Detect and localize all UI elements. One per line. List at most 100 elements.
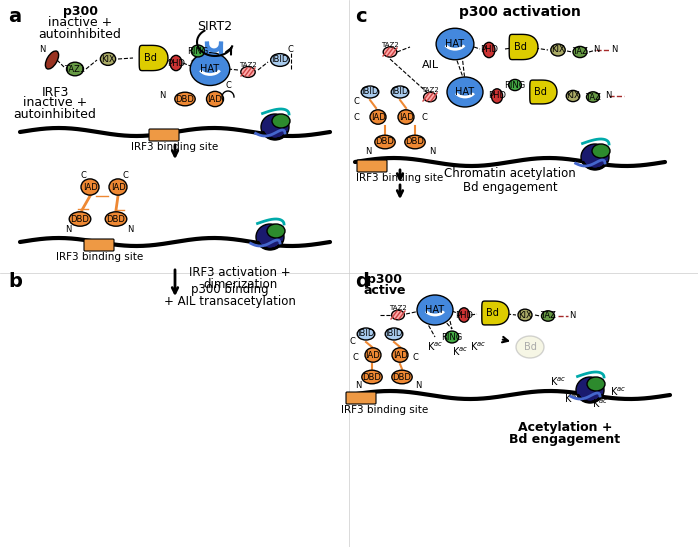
- Text: dimerization: dimerization: [203, 277, 277, 290]
- Text: RING: RING: [187, 46, 209, 55]
- Polygon shape: [482, 301, 509, 325]
- Text: N: N: [159, 90, 165, 100]
- Text: C: C: [349, 337, 355, 346]
- Text: Bd: Bd: [524, 342, 537, 352]
- Text: autoinhibited: autoinhibited: [38, 27, 121, 40]
- Ellipse shape: [392, 348, 408, 362]
- Text: + AIL transacetylation: + AIL transacetylation: [164, 294, 296, 307]
- Text: inactive +: inactive +: [23, 96, 87, 109]
- Ellipse shape: [357, 328, 375, 340]
- Text: p300 activation: p300 activation: [459, 5, 581, 19]
- Ellipse shape: [81, 179, 99, 195]
- Text: IRF3 activation +: IRF3 activation +: [189, 265, 291, 278]
- Ellipse shape: [375, 135, 395, 149]
- Polygon shape: [139, 45, 168, 71]
- Text: C: C: [352, 352, 358, 362]
- Text: inactive +: inactive +: [48, 16, 112, 30]
- Ellipse shape: [69, 212, 91, 226]
- Ellipse shape: [424, 92, 436, 102]
- Text: Bd: Bd: [486, 308, 498, 318]
- Ellipse shape: [370, 110, 386, 124]
- Text: K$^{ac}$: K$^{ac}$: [592, 398, 608, 410]
- Text: DBD: DBD: [406, 137, 424, 147]
- Ellipse shape: [207, 91, 223, 107]
- Text: K$^{ac}$: K$^{ac}$: [550, 376, 566, 388]
- Ellipse shape: [256, 224, 284, 250]
- Text: N: N: [593, 44, 599, 54]
- Text: C: C: [122, 171, 128, 179]
- Ellipse shape: [361, 86, 379, 98]
- Ellipse shape: [383, 47, 396, 57]
- Text: N: N: [39, 44, 45, 54]
- Text: TAZ2: TAZ2: [421, 87, 439, 93]
- Text: PHD: PHD: [167, 59, 185, 67]
- Text: IBID: IBID: [392, 88, 409, 96]
- Text: HAT: HAT: [445, 39, 465, 49]
- Text: N: N: [429, 147, 435, 155]
- Text: DBD: DBD: [376, 137, 394, 147]
- Text: IBID: IBID: [272, 55, 289, 65]
- Ellipse shape: [101, 53, 116, 66]
- Ellipse shape: [491, 89, 503, 103]
- Ellipse shape: [542, 311, 554, 321]
- FancyBboxPatch shape: [149, 129, 179, 141]
- FancyBboxPatch shape: [357, 160, 387, 172]
- Ellipse shape: [66, 62, 84, 76]
- Text: HAT: HAT: [426, 305, 445, 315]
- Ellipse shape: [592, 144, 610, 158]
- Text: TAZ2: TAZ2: [381, 42, 399, 48]
- Ellipse shape: [518, 309, 532, 321]
- Text: IBID: IBID: [362, 88, 379, 96]
- Ellipse shape: [581, 144, 609, 170]
- Text: RING: RING: [505, 80, 526, 90]
- Ellipse shape: [509, 79, 521, 91]
- Ellipse shape: [272, 114, 290, 128]
- Text: IRF3 binding site: IRF3 binding site: [131, 142, 218, 152]
- Text: IAD: IAD: [207, 95, 223, 103]
- Text: C: C: [412, 352, 418, 362]
- Text: IRF3 binding site: IRF3 binding site: [341, 405, 429, 415]
- Text: N: N: [569, 311, 575, 321]
- Text: PHD: PHD: [455, 311, 473, 319]
- Text: active: active: [364, 283, 406, 296]
- Ellipse shape: [261, 114, 289, 140]
- Ellipse shape: [174, 92, 195, 106]
- Text: p300: p300: [63, 5, 98, 19]
- Ellipse shape: [566, 90, 580, 102]
- Text: Bd: Bd: [144, 53, 156, 63]
- Text: DBD: DBD: [70, 214, 89, 224]
- Text: IAD: IAD: [366, 351, 380, 359]
- Ellipse shape: [391, 86, 409, 98]
- Ellipse shape: [436, 28, 474, 60]
- Ellipse shape: [573, 46, 587, 57]
- Ellipse shape: [392, 370, 413, 384]
- Text: KIX: KIX: [566, 91, 580, 101]
- Text: C: C: [353, 113, 359, 121]
- Text: TAZ: TAZ: [572, 48, 588, 56]
- Text: AIL: AIL: [422, 60, 438, 70]
- Text: RING: RING: [441, 333, 463, 341]
- Text: p300: p300: [368, 272, 403, 286]
- Text: KIX: KIX: [551, 45, 565, 55]
- Text: TAZ2: TAZ2: [239, 62, 257, 68]
- Text: N: N: [127, 224, 133, 234]
- Text: b: b: [8, 272, 22, 291]
- Text: TAZ: TAZ: [585, 92, 601, 102]
- Text: DBD: DBD: [107, 214, 126, 224]
- Text: IAD: IAD: [392, 351, 408, 359]
- Text: IRF3: IRF3: [41, 85, 68, 98]
- Text: IBID: IBID: [385, 329, 403, 339]
- Text: a: a: [8, 7, 21, 26]
- Ellipse shape: [516, 336, 544, 358]
- Text: IBID: IBID: [357, 329, 375, 339]
- Text: N: N: [65, 224, 71, 234]
- Ellipse shape: [392, 310, 404, 320]
- Text: C: C: [421, 113, 427, 121]
- Text: C: C: [287, 44, 293, 54]
- Ellipse shape: [190, 53, 230, 85]
- Ellipse shape: [445, 331, 459, 343]
- Ellipse shape: [170, 55, 182, 71]
- Text: IAD: IAD: [82, 183, 98, 191]
- Ellipse shape: [385, 328, 403, 340]
- Ellipse shape: [241, 67, 255, 77]
